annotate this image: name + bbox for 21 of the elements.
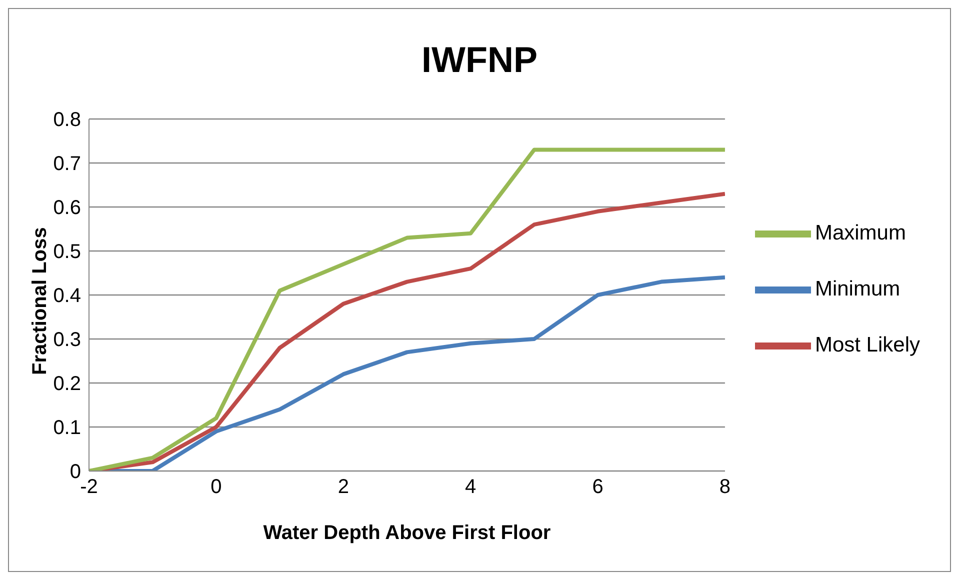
x-tick-label: 6: [592, 476, 604, 498]
y-axis-title: Fractional Loss: [29, 227, 52, 375]
y-tick-label: 0.4: [53, 285, 81, 308]
legend-label: Minimum: [814, 278, 900, 301]
y-tick-label: 0.7: [53, 153, 81, 176]
y-tick-label: 0: [70, 461, 81, 484]
y-tick-label: 0.2: [53, 373, 81, 396]
x-tick-label: 0: [210, 476, 222, 498]
y-tick-label: 0.3: [53, 329, 81, 352]
chart-title: IWFNP: [420, 39, 538, 81]
y-tick-label: 0.6: [53, 197, 81, 220]
y-tick-label: 0.5: [53, 241, 81, 264]
x-tick-label: 4: [465, 476, 476, 498]
y-tick-label: 0.8: [53, 109, 81, 132]
legend-label: Maximum: [814, 222, 906, 245]
x-tick-label: 8: [719, 476, 731, 498]
x-axis-title: Water Depth Above First Floor: [263, 522, 551, 544]
x-tick-label: -2: [80, 476, 98, 498]
legend-label: Most Likely: [814, 334, 920, 357]
y-tick-label: 0.1: [53, 417, 81, 440]
x-tick-label: 2: [338, 476, 349, 498]
